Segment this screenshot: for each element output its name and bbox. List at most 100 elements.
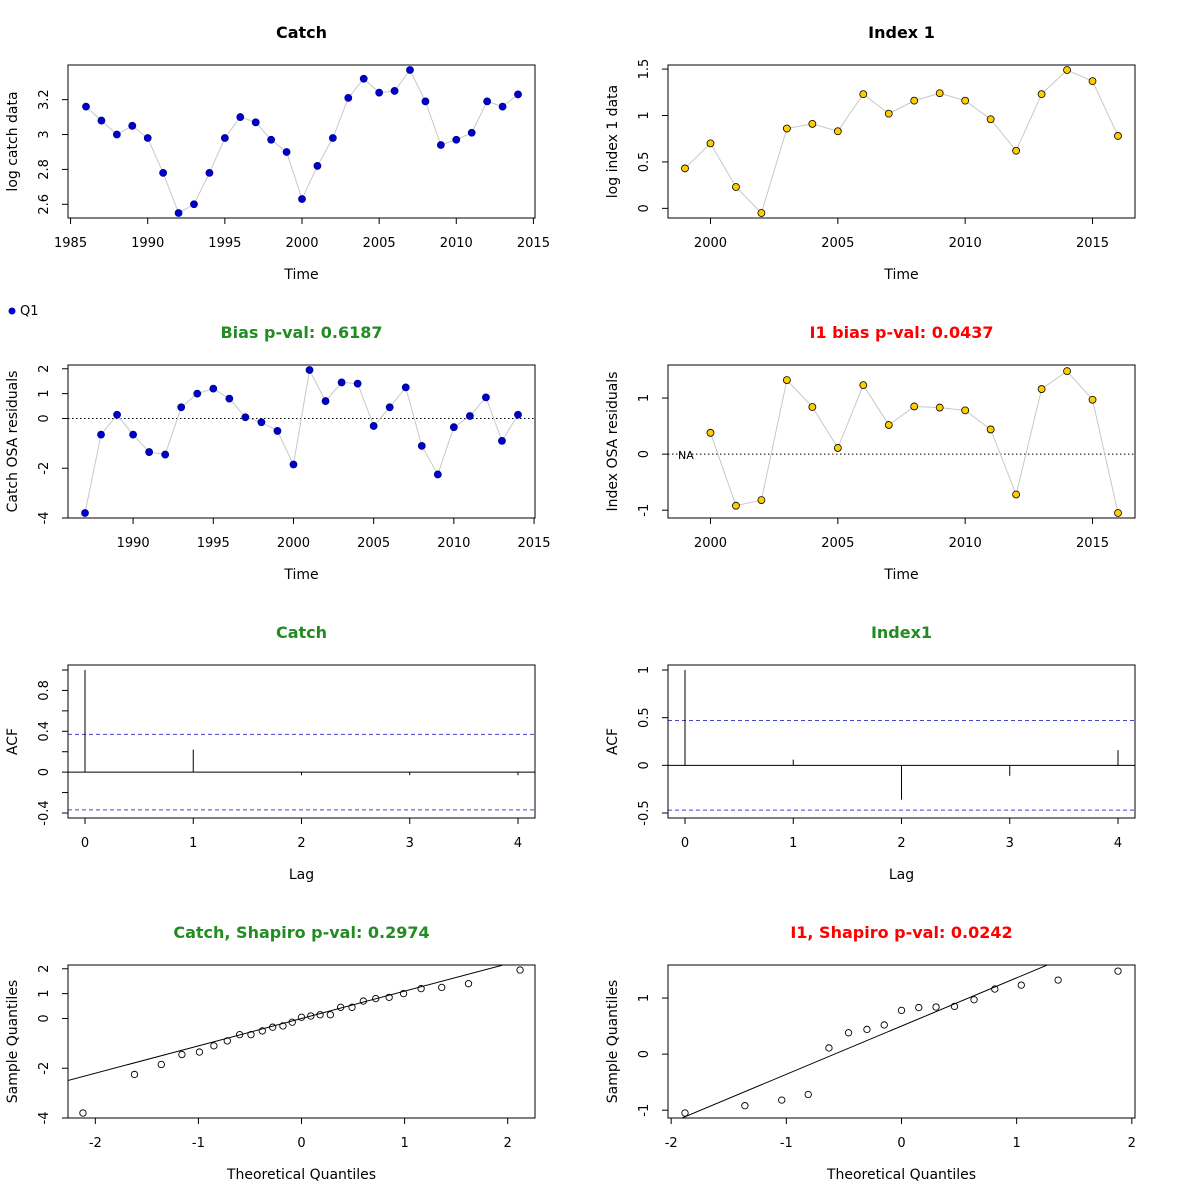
qq-reference-line bbox=[680, 965, 1049, 1118]
x-tick-label: 3 bbox=[406, 836, 414, 851]
x-tick-label: 2005 bbox=[363, 236, 396, 251]
qq-point bbox=[307, 1012, 315, 1020]
chart-title: Index1 bbox=[871, 623, 932, 642]
y-tick-label: 1 bbox=[637, 394, 652, 402]
x-axis-label: Time bbox=[883, 567, 918, 583]
qq-point bbox=[681, 1109, 689, 1117]
x-tick-label: 1 bbox=[189, 836, 197, 851]
data-point bbox=[1063, 367, 1071, 376]
data-point bbox=[112, 130, 121, 139]
y-axis-label: Sample Quantiles bbox=[5, 980, 21, 1103]
data-point bbox=[986, 425, 995, 434]
data-point bbox=[97, 116, 106, 125]
x-tick-label: 2 bbox=[504, 1136, 512, 1151]
data-point bbox=[732, 183, 740, 191]
y-tick-label: 0 bbox=[637, 204, 652, 212]
chart-p2: Index 1 2000 2005 2010 2015 Time 0 0.5 1 1.5 log i… bbox=[605, 23, 1136, 283]
x-tick-label: -2 bbox=[665, 1136, 678, 1151]
y-tick-label: 1 bbox=[637, 666, 652, 674]
qq-point bbox=[804, 1090, 812, 1099]
x-tick-label: 2000 bbox=[277, 536, 310, 551]
data-point bbox=[681, 164, 689, 173]
data-point bbox=[910, 96, 919, 105]
data-point bbox=[328, 134, 337, 142]
legend-label: Q1 bbox=[20, 304, 39, 319]
data-point bbox=[961, 96, 970, 105]
plot-area bbox=[68, 670, 535, 811]
x-tick-label: 2005 bbox=[821, 536, 854, 551]
x-tick-label: 1 bbox=[789, 836, 797, 851]
data-point bbox=[808, 403, 817, 411]
data-point bbox=[1114, 509, 1122, 517]
chart-p6: Index1 0 1 2 3 4 Lag -0.5 0 0.5 1 ACF bbox=[605, 623, 1136, 883]
data-point bbox=[1063, 66, 1071, 74]
y-tick-label: -0.4 bbox=[37, 800, 52, 825]
chart-title: Catch bbox=[276, 623, 327, 642]
q1-legend: Q1 bbox=[8, 304, 39, 319]
x-axis-label: Time bbox=[283, 267, 318, 283]
y-tick-label: 0 bbox=[637, 1050, 652, 1058]
data-point bbox=[174, 209, 183, 217]
data-point bbox=[757, 496, 766, 505]
qq-point bbox=[279, 1022, 287, 1030]
chart-p8: I1, Shapiro p-val: 0.0242 -2 -1 0 1 2 Theoreti… bbox=[605, 923, 1136, 1183]
data-point bbox=[113, 410, 121, 419]
qq-point bbox=[880, 1021, 888, 1029]
data-point bbox=[267, 135, 276, 144]
y-axis-label: ACF bbox=[5, 728, 21, 755]
qq-point bbox=[1054, 976, 1062, 984]
data-point bbox=[483, 97, 492, 106]
qq-point bbox=[1114, 967, 1122, 975]
data-point bbox=[177, 403, 186, 412]
data-point bbox=[406, 66, 414, 74]
series-line bbox=[84, 368, 519, 514]
qq-point bbox=[970, 996, 978, 1004]
data-point bbox=[1012, 146, 1021, 155]
y-tick-label: 0 bbox=[37, 768, 52, 776]
data-point bbox=[467, 128, 476, 137]
chart-p7: Catch, Shapiro p-val: 0.2974 -2 -1 0 1 2 Theor… bbox=[5, 923, 536, 1183]
data-point bbox=[82, 102, 90, 111]
data-point bbox=[353, 379, 362, 388]
x-tick-label: 2000 bbox=[285, 236, 318, 251]
qq-point bbox=[268, 1023, 277, 1031]
qq-point bbox=[288, 1018, 296, 1026]
plot-area bbox=[668, 670, 1135, 811]
x-tick-label: 0 bbox=[897, 1136, 905, 1151]
qq-point bbox=[778, 1096, 786, 1104]
y-tick-label: 0.8 bbox=[37, 680, 52, 701]
x-tick-label: 1995 bbox=[208, 236, 241, 251]
data-point bbox=[251, 118, 260, 127]
data-point bbox=[236, 113, 245, 121]
qq-point bbox=[157, 1060, 165, 1069]
plot-area bbox=[82, 66, 522, 217]
data-point bbox=[337, 378, 346, 387]
qq-point bbox=[741, 1102, 749, 1110]
y-tick-label: 1 bbox=[37, 989, 52, 997]
data-point bbox=[859, 381, 868, 390]
y-tick-label: 1 bbox=[37, 389, 52, 397]
data-point bbox=[449, 423, 458, 432]
chart-p4: I1 bias p-val: 0.0437 NA 2000 2005 2010 2015 T… bbox=[605, 323, 1136, 583]
data-point bbox=[205, 168, 214, 177]
data-point bbox=[313, 162, 322, 170]
qq-point bbox=[863, 1025, 871, 1034]
qq-point bbox=[130, 1070, 139, 1079]
x-tick-label: 2015 bbox=[517, 536, 550, 551]
x-tick-label: 2010 bbox=[949, 236, 982, 251]
data-point bbox=[161, 450, 170, 459]
na-label: NA bbox=[678, 449, 694, 462]
qq-point bbox=[991, 985, 999, 993]
data-point bbox=[390, 87, 399, 95]
plot-area bbox=[680, 965, 1122, 1118]
data-point bbox=[298, 195, 306, 203]
data-point bbox=[225, 394, 234, 403]
data-point bbox=[417, 441, 426, 450]
data-point bbox=[190, 200, 198, 209]
qq-point bbox=[385, 993, 393, 1002]
data-point bbox=[128, 121, 137, 130]
x-tick-label: 1995 bbox=[197, 536, 230, 551]
data-point bbox=[81, 509, 89, 517]
